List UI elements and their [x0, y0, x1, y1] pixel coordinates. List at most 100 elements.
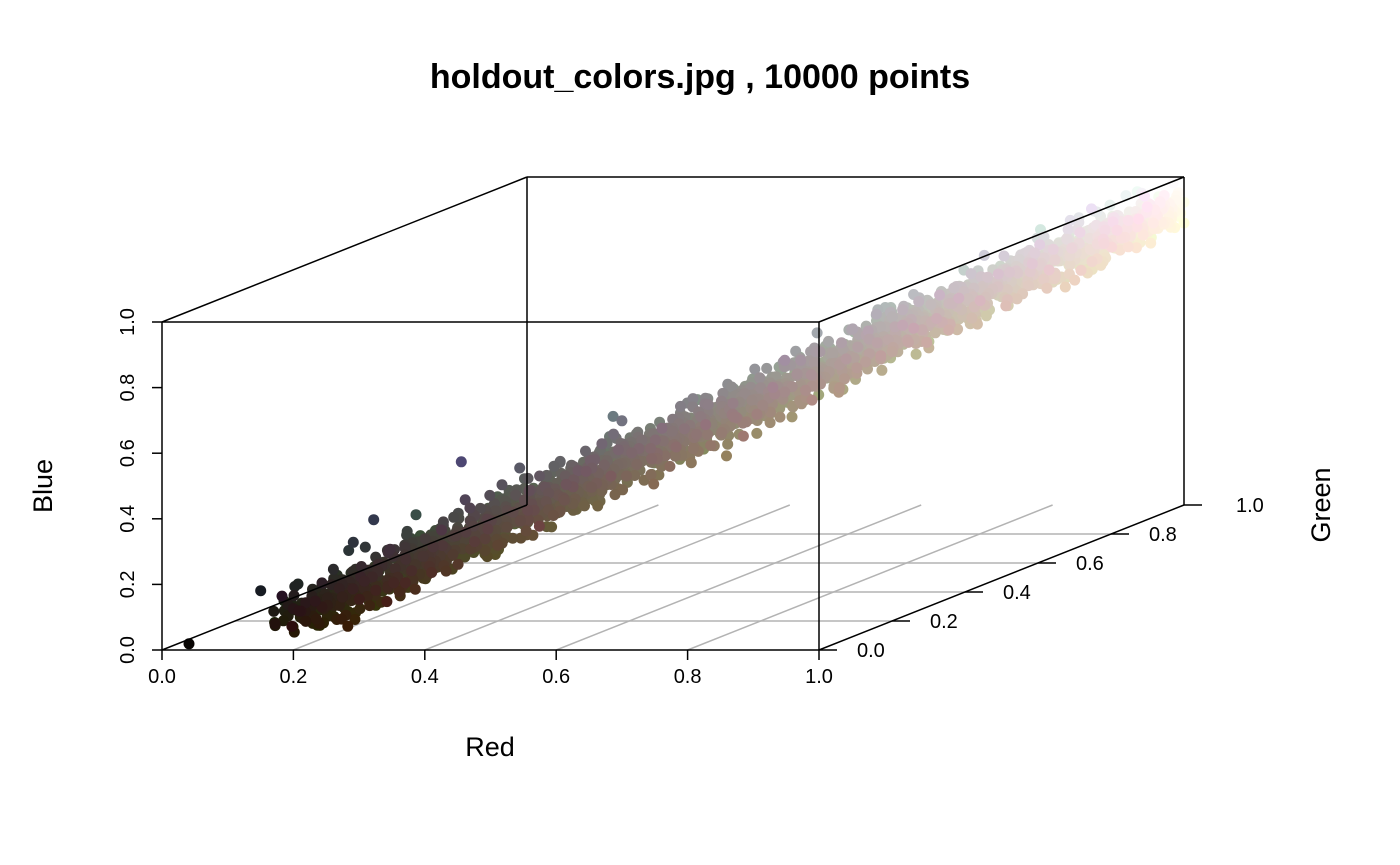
red-axis-label: Red [465, 732, 515, 762]
data-point [586, 481, 598, 493]
data-point [384, 543, 396, 555]
data-point [886, 311, 898, 323]
data-point [1141, 201, 1153, 213]
data-point [631, 459, 643, 470]
data-point [255, 585, 267, 597]
data-point [948, 282, 960, 294]
data-point [1064, 259, 1076, 271]
data-point [368, 514, 380, 526]
data-point [823, 335, 834, 347]
blue-axis-tick-label: 0.4 [117, 505, 139, 533]
data-point [913, 296, 925, 307]
data-point [870, 308, 882, 320]
data-point [359, 541, 371, 553]
data-point [621, 470, 632, 482]
data-point [401, 529, 413, 541]
grid-line-red [293, 504, 659, 651]
data-point [840, 353, 852, 365]
data-point [728, 411, 740, 423]
data-point [447, 549, 459, 560]
data-point [580, 465, 592, 477]
data-point [343, 545, 355, 556]
green-axis-tick-label: 1.0 [1236, 495, 1264, 517]
data-point [795, 354, 807, 366]
data-point [702, 399, 714, 410]
data-point [1154, 196, 1166, 208]
red-axis-tick-label: 0.0 [148, 666, 176, 688]
data-point [962, 293, 974, 305]
data-point [496, 479, 508, 491]
data-point [886, 346, 898, 358]
data-point [811, 327, 823, 339]
data-point [490, 505, 501, 517]
data-point [848, 352, 860, 364]
data-point [1047, 243, 1059, 255]
data-point [953, 292, 965, 304]
data-point [645, 469, 657, 481]
data-point [669, 450, 681, 462]
data-point [808, 357, 820, 369]
red-axis-tick-label: 0.2 [279, 666, 307, 688]
data-point [1147, 217, 1159, 229]
data-point [452, 558, 464, 570]
data-point [791, 368, 803, 380]
data-point [851, 362, 863, 374]
data-point [492, 539, 504, 551]
data-point [1026, 258, 1038, 270]
chart-title: holdout_colors.jpg , 10000 points [429, 58, 971, 96]
data-point [863, 348, 875, 360]
data-point [705, 440, 717, 451]
red-axis-tick-label: 0.8 [674, 666, 702, 688]
data-point [410, 509, 422, 521]
grid-line-red [424, 504, 791, 651]
data-point [419, 533, 431, 545]
data-point [737, 430, 749, 442]
data-point [645, 443, 657, 454]
data-point [675, 400, 686, 412]
data-point [399, 577, 411, 589]
data-point [592, 500, 604, 512]
data-point [897, 304, 909, 316]
data-point [596, 438, 608, 450]
data-point [579, 500, 590, 512]
data-point [358, 575, 370, 587]
data-point [1086, 203, 1097, 215]
data-point [309, 595, 321, 607]
data-point [548, 460, 560, 472]
data-point [514, 515, 526, 527]
data-point [1038, 273, 1050, 285]
data-point [800, 384, 812, 396]
data-point [815, 378, 826, 390]
green-axis-tick-label: 0.8 [1149, 524, 1177, 546]
data-point [875, 321, 886, 333]
data-point [761, 362, 773, 374]
blue-axis-label: Blue [28, 459, 58, 513]
data-point [921, 336, 933, 348]
blue-axis-tick-label: 0.2 [117, 570, 139, 598]
data-point [523, 485, 535, 497]
data-point [626, 447, 638, 459]
data-point [943, 324, 955, 336]
data-point [560, 478, 572, 490]
data-point [779, 354, 791, 366]
data-point [876, 364, 888, 376]
blue-axis: 0.0 0.2 0.4 0.6 0.8 1.0 [117, 308, 162, 664]
data-point [751, 427, 763, 439]
data-point [1075, 264, 1087, 276]
data-point [726, 381, 738, 393]
data-point [277, 615, 289, 627]
blue-axis-tick-label: 0.6 [117, 439, 139, 467]
data-point [1069, 274, 1081, 286]
data-points [183, 177, 1190, 650]
data-point [522, 472, 534, 484]
data-point [670, 441, 682, 453]
data-point [333, 583, 345, 595]
data-point [310, 613, 322, 625]
data-point [300, 615, 312, 627]
data-point [1122, 241, 1134, 253]
data-point [1074, 227, 1086, 238]
green-axis-label: Green [1306, 467, 1336, 542]
green-axis-tick-label: 0.0 [857, 640, 885, 662]
data-point [327, 563, 339, 575]
